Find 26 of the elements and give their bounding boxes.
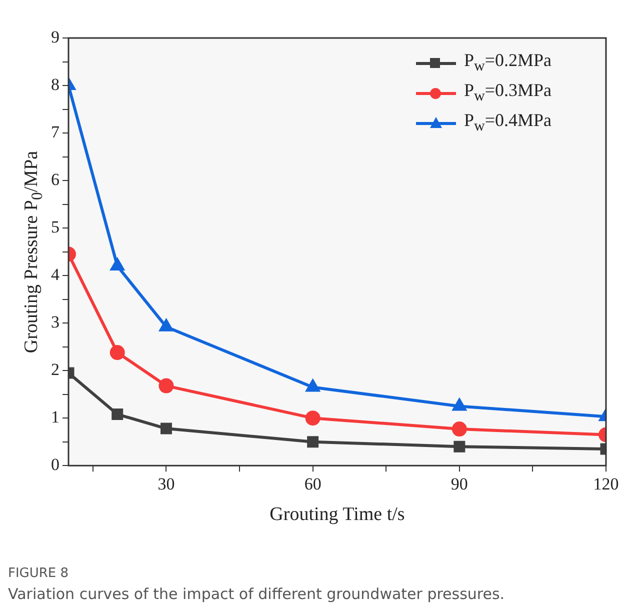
y-tick-label: 6 xyxy=(51,170,60,189)
point xyxy=(158,378,174,394)
point xyxy=(305,410,320,426)
legend-label: P$_{w}$=0.4MPa xyxy=(464,110,552,136)
point xyxy=(307,436,319,448)
y-tick-label: 5 xyxy=(51,218,60,237)
y-tick-label: 3 xyxy=(51,312,60,332)
legend-label: P$_{w}$=0.2MPa xyxy=(464,50,552,76)
text: Variation curves of the impact of different groundwater pressures. xyxy=(8,585,506,603)
caption: FIGURE 8 xyxy=(8,566,70,581)
legend-label: P$_{w}$=0.3MPa xyxy=(464,80,552,106)
point xyxy=(160,319,173,332)
y-tick-label: 7 xyxy=(51,122,60,142)
y-tick-label: 8 xyxy=(51,74,60,94)
point xyxy=(306,380,320,392)
point xyxy=(160,422,172,434)
y-tick-label: 4 xyxy=(51,265,60,284)
x-tick-label: 30 xyxy=(158,474,175,494)
x-tick-label: 60 xyxy=(304,474,322,494)
y-tick-label: 9 xyxy=(51,27,60,46)
y-tick-label: 2 xyxy=(51,360,60,380)
y-tick-label: 1 xyxy=(51,408,60,427)
x-tick-label: 90 xyxy=(450,474,468,494)
x-axis-title: Grouting Time t/s xyxy=(268,504,406,526)
y-tick-label: 0 xyxy=(51,455,60,474)
x-tick-label: 120 xyxy=(593,474,619,494)
